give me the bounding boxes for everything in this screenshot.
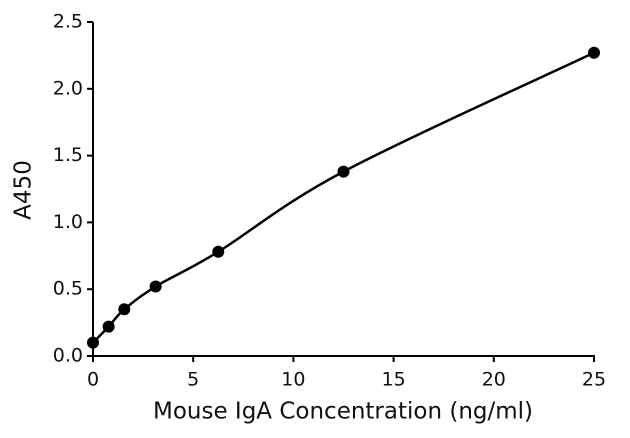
x-tick-label: 25 <box>582 369 606 391</box>
x-tick-label: 15 <box>382 369 406 391</box>
y-tick-label: 0.5 <box>53 278 83 300</box>
data-point <box>588 46 600 59</box>
x-tick-label: 5 <box>187 369 199 391</box>
x-tick-label: 20 <box>482 369 506 391</box>
data-point <box>212 245 225 258</box>
x-tick-label: 10 <box>281 369 305 391</box>
y-axis-label: A450 <box>11 160 37 220</box>
x-axis-label: Mouse IgA Concentration (ng/ml) <box>153 399 533 425</box>
x-tick-label: 0 <box>87 369 99 391</box>
data-point <box>337 165 350 178</box>
data-point <box>87 336 99 349</box>
y-tick-label: 1.5 <box>53 144 83 166</box>
data-point <box>118 303 131 316</box>
y-tick-label: 1.0 <box>53 211 83 233</box>
data-point <box>102 320 115 333</box>
y-tick-label: 2.0 <box>53 77 83 99</box>
data-point <box>149 280 162 293</box>
y-tick-label: 0.0 <box>53 345 83 367</box>
y-tick-label: 2.5 <box>53 11 83 33</box>
fit-curve <box>92 51 595 344</box>
